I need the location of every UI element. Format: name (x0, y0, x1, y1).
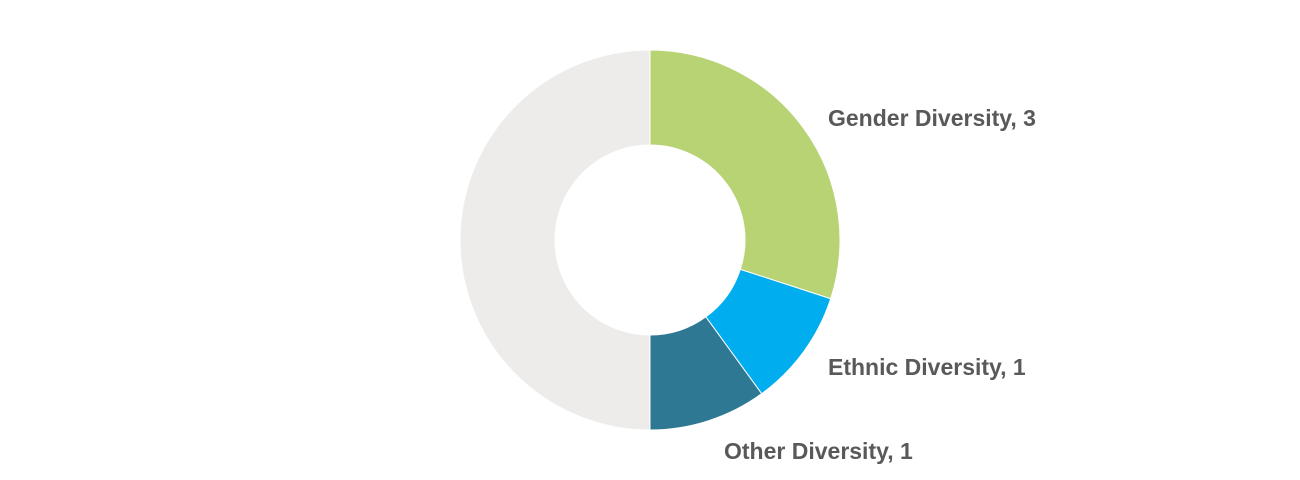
slice-gender-diversity (649, 49, 841, 300)
label-ethnic-diversity: Ethnic Diversity, 1 (828, 354, 1026, 380)
slice-labels: Gender Diversity, 3 Ethnic Diversity, 1 Ot… (724, 105, 1036, 464)
donut-slices (459, 49, 841, 431)
label-other-diversity: Other Diversity, 1 (724, 438, 913, 464)
label-gender-diversity: Gender Diversity, 3 (828, 105, 1036, 131)
slice-remainder (459, 49, 651, 431)
